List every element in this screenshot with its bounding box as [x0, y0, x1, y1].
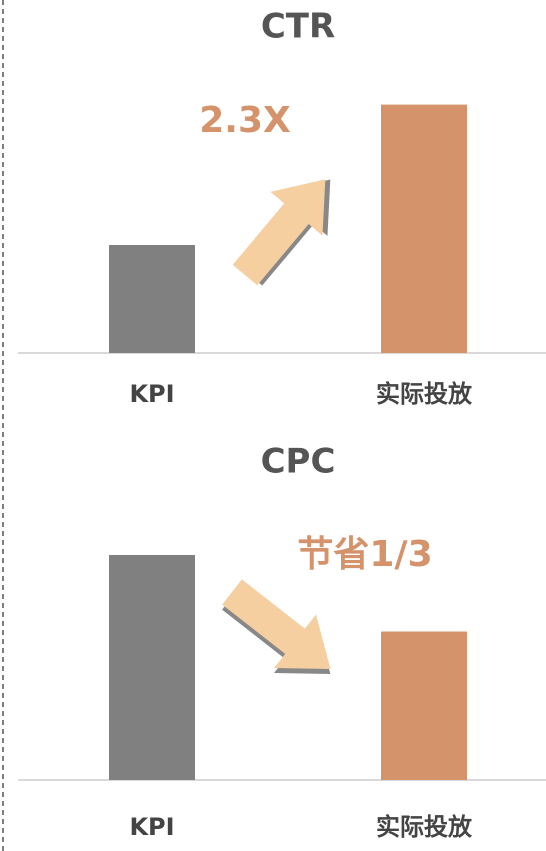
x-tick-label: KPI [129, 380, 174, 408]
bar [381, 631, 467, 780]
chart-title: CPC [261, 442, 336, 482]
annotation: 2.3X [199, 100, 291, 141]
annotation: 节省1/3 [297, 534, 432, 575]
chart-title: CTR [261, 7, 335, 47]
x-tick-label: KPI [129, 813, 174, 841]
arrow [222, 579, 331, 674]
bar [381, 104, 467, 353]
x-tick-label: 实际投放 [376, 813, 473, 841]
arrow [232, 179, 331, 286]
bar [109, 245, 195, 353]
bar [109, 555, 195, 780]
x-tick-label: 实际投放 [376, 380, 473, 408]
